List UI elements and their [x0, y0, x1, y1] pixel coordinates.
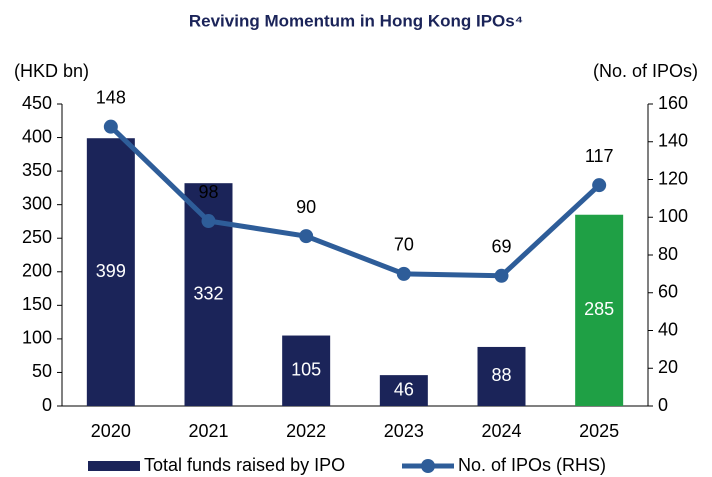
- bar: [379, 375, 428, 406]
- y2-tick-label: 120: [658, 168, 688, 188]
- bar-value-label: 285: [584, 299, 614, 319]
- bar: [477, 346, 526, 406]
- x-tick-label: 2020: [91, 421, 131, 441]
- x-tick-label: 2023: [384, 421, 424, 441]
- x-tick-label: 2021: [188, 421, 228, 441]
- y2-tick-label: 80: [658, 244, 678, 264]
- y2-tick-label: 160: [658, 93, 688, 113]
- line-value-label: 98: [198, 182, 218, 202]
- bar: [575, 214, 624, 406]
- line: [109, 124, 601, 279]
- legend-swatch: [88, 461, 140, 471]
- y2-axis-label: (No. of IPOs): [593, 61, 698, 81]
- line-value-label: 148: [96, 87, 126, 107]
- x-tick-label: 2022: [286, 421, 326, 441]
- y2-tick-label: 60: [658, 282, 678, 302]
- legend-label: Total funds raised by IPO: [144, 455, 345, 475]
- y2-tick-label: 140: [658, 131, 688, 151]
- y-tick-label: 350: [22, 160, 52, 180]
- bar-value-label: 105: [291, 360, 321, 380]
- line-marker: [592, 178, 607, 193]
- legend-marker: [421, 459, 435, 473]
- bar-value-label: 46: [394, 379, 414, 399]
- y-tick-label: 0: [42, 395, 52, 415]
- y-tick-label: 50: [32, 361, 52, 381]
- bar-value-label: 332: [193, 283, 223, 303]
- bar-value-label: 399: [96, 261, 126, 281]
- y2-tick-label: 40: [658, 319, 678, 339]
- line-marker: [201, 214, 216, 229]
- x-tick-label: 2024: [481, 421, 521, 441]
- line-marker: [494, 268, 509, 283]
- x-tick-label: 2025: [579, 421, 619, 441]
- y-tick-label: 150: [22, 294, 52, 314]
- line-value-label: 117: [585, 146, 614, 166]
- line-marker: [103, 119, 118, 134]
- chart-title: Reviving Momentum in Hong Kong IPOs⁴: [189, 11, 523, 30]
- bar-value-label: 88: [491, 365, 511, 385]
- line-value-label: 90: [296, 197, 316, 217]
- y-tick-label: 300: [22, 193, 52, 213]
- line-marker: [396, 266, 411, 281]
- line-value-label: 69: [491, 237, 511, 257]
- bar: [86, 138, 135, 406]
- legend-label: No. of IPOs (RHS): [458, 455, 606, 475]
- y-tick-label: 250: [22, 227, 52, 247]
- bar: [282, 335, 331, 406]
- y-tick-label: 200: [22, 261, 52, 281]
- line-marker: [299, 229, 314, 244]
- y-axis-label: (HKD bn): [14, 61, 89, 81]
- y2-tick-label: 100: [658, 206, 688, 226]
- line-value-label: 70: [394, 235, 414, 255]
- y2-tick-label: 20: [658, 357, 678, 377]
- y-tick-label: 450: [22, 93, 52, 113]
- y-tick-label: 400: [22, 126, 52, 146]
- y-tick-label: 100: [22, 328, 52, 348]
- y2-tick-label: 0: [658, 395, 668, 415]
